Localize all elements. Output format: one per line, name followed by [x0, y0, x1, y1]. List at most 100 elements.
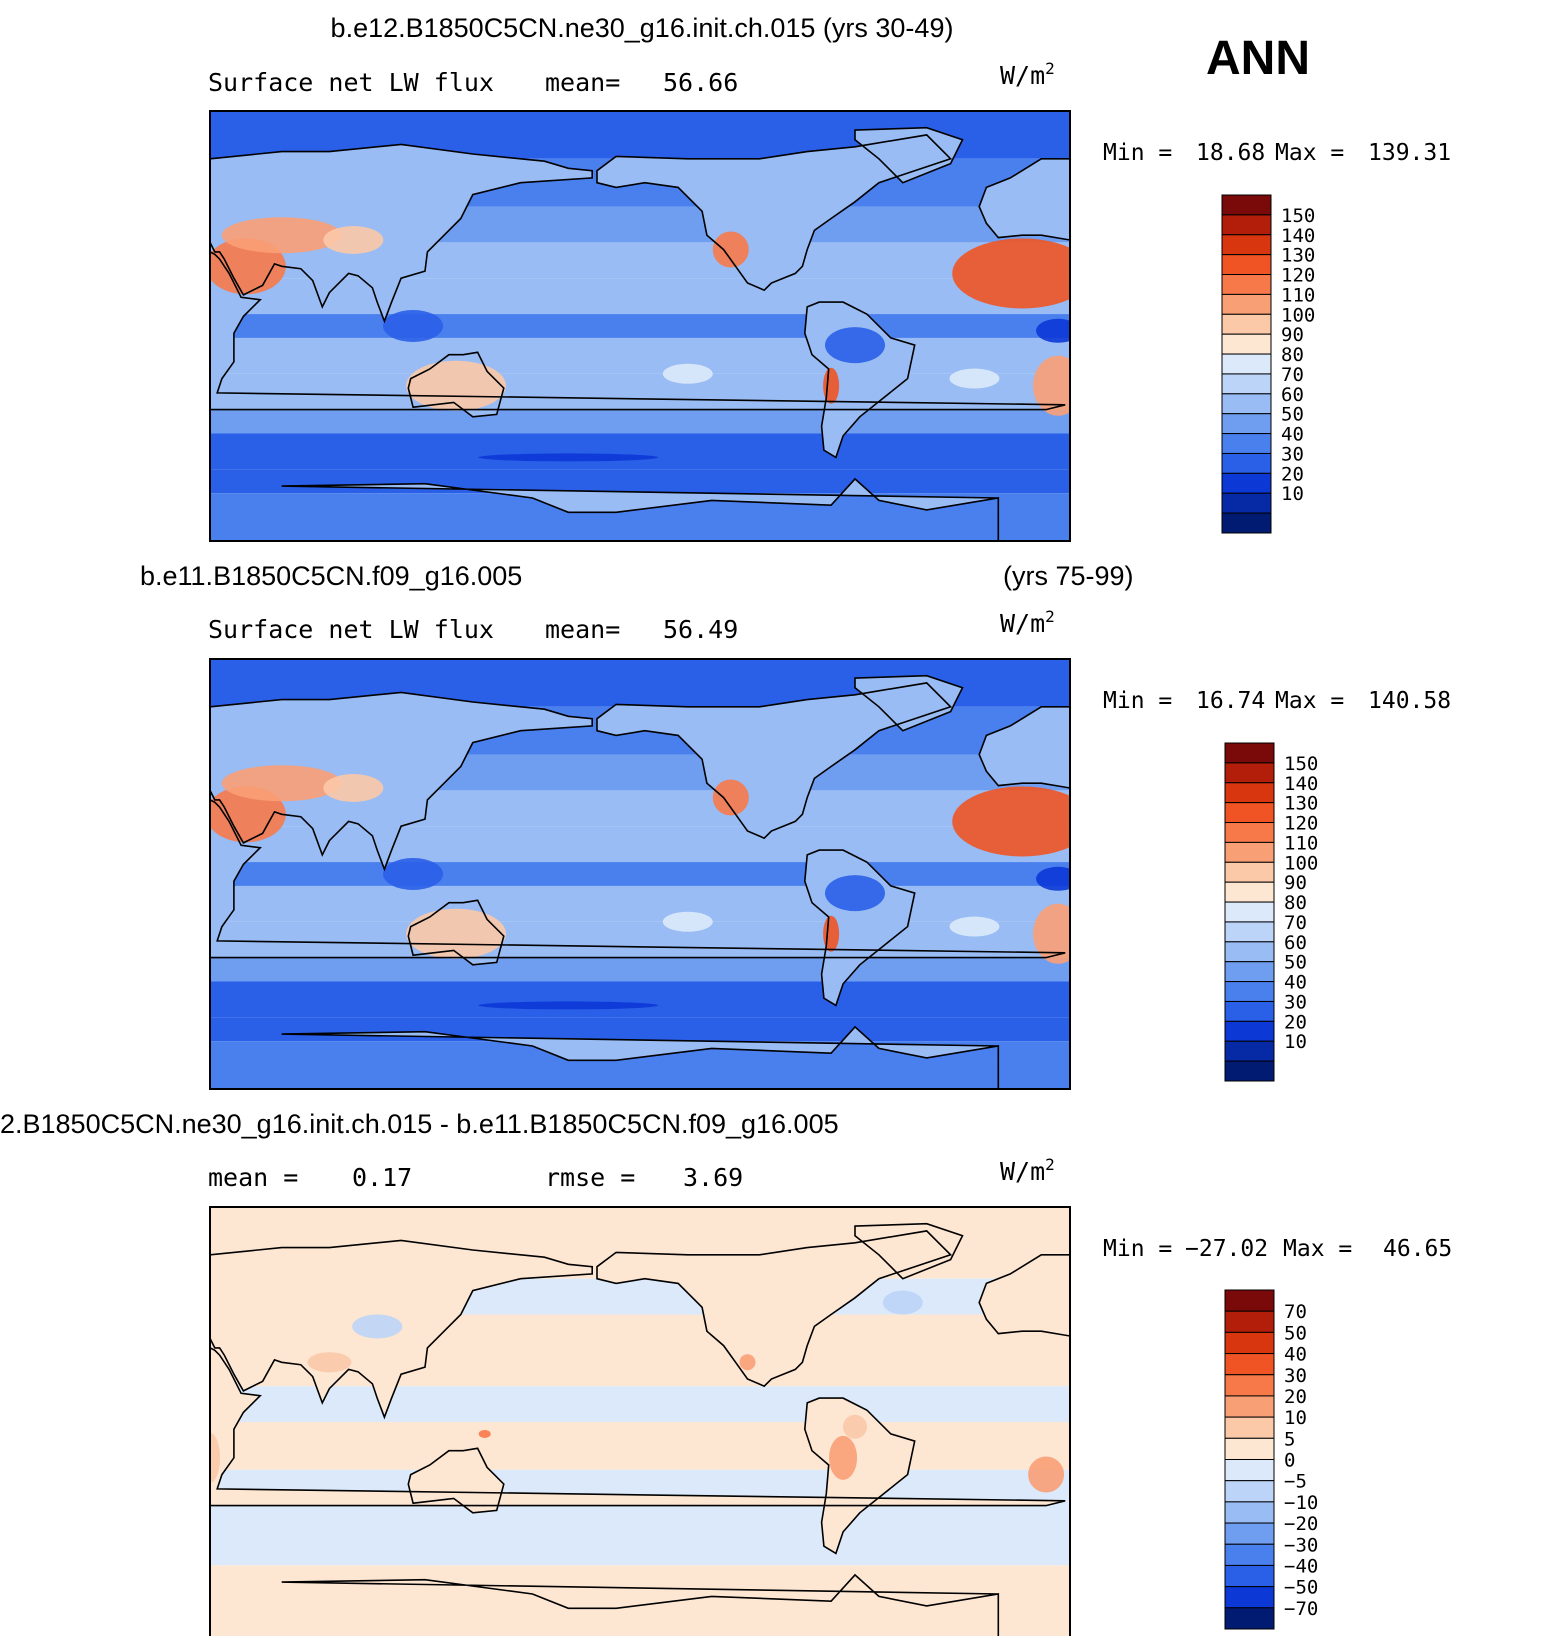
panel-3-rmse-label: rmse = [545, 1163, 635, 1192]
colorbar-swatch [1224, 762, 1275, 784]
panel-1-mean-value: 56.66 [663, 68, 738, 97]
colorbar-swatch [1224, 1289, 1275, 1312]
panel-3-title: 2.B1850C5CN.ne30_g16.init.ch.015 - b.e11… [0, 1109, 839, 1139]
panel-1-title: b.e12.B1850C5CN.ne30_g16.init.ch.015 (yr… [331, 13, 954, 43]
panel-3-mean-value: 0.17 [352, 1163, 412, 1192]
colorbar-swatch [1224, 961, 1275, 983]
colorbar-tick-label: 30 [1284, 1365, 1307, 1387]
colorbar-tick-label: 70 [1281, 364, 1304, 386]
colorbar-swatch [1224, 1586, 1275, 1609]
colorbar-swatch [1224, 1331, 1275, 1355]
panel-1-min-label: Min = [1103, 140, 1172, 166]
colorbar-swatch [1221, 512, 1272, 534]
colorbar-swatch [1224, 861, 1275, 883]
colorbar-tick-label: 10 [1281, 483, 1304, 505]
colorbar-swatch [1224, 1000, 1275, 1022]
panel-3-max-value: 46.65 [1383, 1236, 1452, 1262]
colorbar-tick-label: 70 [1284, 912, 1307, 934]
colorbar-tick-label: 5 [1284, 1428, 1295, 1450]
colorbar-tick-label: 130 [1284, 793, 1318, 815]
colorbar-tick-label: −30 [1284, 1534, 1318, 1556]
colorbar-swatch [1224, 941, 1275, 963]
panel-3-rmse-value: 3.69 [683, 1163, 743, 1192]
colorbar-swatch [1224, 802, 1275, 824]
colorbar-tick-label: 80 [1284, 892, 1307, 914]
colorbar-swatch [1224, 881, 1275, 903]
panel-2-min-value: 16.74 [1196, 688, 1265, 714]
colorbar-tick-label: 10 [1284, 1031, 1307, 1053]
panel-2-max-value: 140.58 [1368, 688, 1451, 714]
colorbar-swatch [1224, 1060, 1275, 1082]
colorbar-tick-label: 20 [1281, 463, 1304, 485]
colorbar-swatch [1224, 921, 1275, 943]
panel-3: 2.B1850C5CN.ne30_g16.init.ch.015 - b.e11… [0, 1109, 1452, 1636]
colorbar-tick-label: 90 [1281, 324, 1304, 346]
colorbar-swatch [1224, 901, 1275, 923]
colorbar-tick-label: 130 [1281, 245, 1315, 267]
colorbar-swatch [1224, 1437, 1275, 1460]
colorbar-swatch [1224, 1564, 1275, 1588]
colorbar-swatch [1221, 373, 1272, 395]
panel-2-units: W/m2 [1000, 607, 1055, 638]
colorbar-tick-label: 120 [1284, 813, 1318, 835]
colorbar-swatch [1224, 1607, 1275, 1630]
colorbar-swatch [1224, 1501, 1275, 1524]
colorbar-swatch [1224, 822, 1275, 843]
colorbar-tick-label: 20 [1284, 1011, 1307, 1033]
panel-3-max-label: Max = [1283, 1236, 1352, 1262]
panel-1-max-label: Max = [1275, 140, 1344, 166]
colorbar-swatch [1224, 1522, 1275, 1545]
colorbar-tick-label: 70 [1284, 1301, 1307, 1323]
panel-2: b.e11.B1850C5CN.f09_g16.005 (yrs 75-99) … [140, 561, 1451, 1090]
panel-1-variable-label: Surface net LW flux [208, 68, 494, 97]
panel-2-map [209, 658, 1071, 1090]
colorbar-tick-label: 50 [1281, 404, 1304, 426]
colorbar-tick-label: 50 [1284, 1322, 1307, 1344]
colorbar-swatch [1224, 782, 1275, 804]
colorbar-swatch [1221, 214, 1272, 236]
panel-1: b.e12.B1850C5CN.ne30_g16.init.ch.015 (yr… [208, 13, 1451, 542]
colorbar-swatch [1221, 413, 1272, 435]
colorbar-swatch [1221, 433, 1272, 454]
colorbar-tick-label: 140 [1284, 773, 1318, 795]
colorbar-swatch [1224, 1543, 1275, 1566]
colorbar-swatch [1224, 1480, 1275, 1503]
colorbar-tick-label: −40 [1284, 1555, 1318, 1577]
colorbar-swatch [1224, 1374, 1275, 1397]
colorbar-swatch [1224, 1395, 1275, 1418]
colorbar-tick-label: 60 [1284, 932, 1307, 954]
colorbar-tick-label: −10 [1284, 1492, 1318, 1514]
panel-3-units: W/m2 [1000, 1155, 1055, 1186]
colorbar-tick-label: 20 [1284, 1386, 1307, 1408]
colorbar-tick-label: 40 [1281, 424, 1304, 446]
panel-1-units: W/m2 [1000, 59, 1055, 90]
colorbar-tick-label: −70 [1284, 1598, 1318, 1620]
colorbar-tick-label: 60 [1281, 384, 1304, 406]
panel-2-min-label: Min = [1103, 688, 1172, 714]
colorbar-tick-label: 30 [1284, 991, 1307, 1013]
colorbar-tick-label: 140 [1281, 225, 1315, 247]
colorbar-swatch [1221, 452, 1272, 474]
panel-1-max-value: 139.31 [1368, 140, 1451, 166]
panel-1-mean-label: mean= [545, 68, 620, 97]
panel-3-mean-label: mean = [208, 1163, 298, 1192]
colorbar-swatch [1224, 981, 1275, 1002]
colorbar-tick-label: 40 [1284, 1344, 1307, 1366]
colorbar-swatch [1221, 313, 1272, 335]
panel-2-variable-label: Surface net LW flux [208, 615, 494, 644]
colorbar-tick-label: 10 [1284, 1407, 1307, 1429]
colorbar-swatch [1224, 1310, 1275, 1333]
colorbar-swatch [1221, 333, 1272, 355]
colorbar-tick-label: 30 [1281, 443, 1304, 465]
colorbar-tick-label: 50 [1284, 952, 1307, 974]
panel-3-min-label: Min = [1103, 1236, 1172, 1262]
colorbar-tick-label: 90 [1284, 872, 1307, 894]
colorbar-swatch [1221, 492, 1272, 514]
panel-2-title-years: (yrs 75-99) [1003, 561, 1134, 591]
colorbar-tick-label: −5 [1284, 1471, 1307, 1493]
panel-2-mean-label: mean= [545, 615, 620, 644]
colorbar-swatch [1221, 393, 1272, 415]
colorbar-swatch [1224, 1040, 1275, 1062]
colorbar-swatch [1224, 1020, 1275, 1042]
